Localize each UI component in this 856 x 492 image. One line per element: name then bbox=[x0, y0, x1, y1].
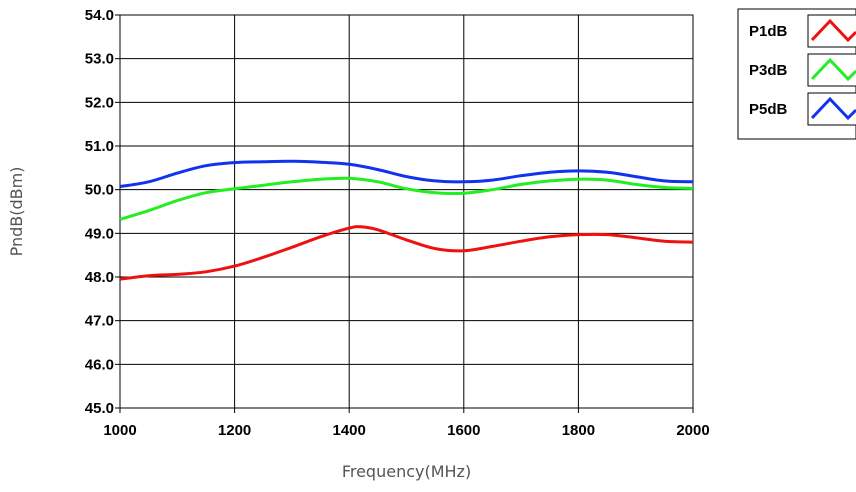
legend-swatch-line bbox=[810, 96, 856, 121]
legend-label: P5dB bbox=[749, 101, 788, 118]
y-tick-label: 52.0 bbox=[85, 94, 114, 111]
legend-swatch-box bbox=[807, 92, 856, 126]
grid-lines bbox=[120, 15, 693, 408]
x-tick-label: 1400 bbox=[333, 422, 366, 439]
legend-swatch-box bbox=[807, 53, 856, 87]
series-line-p3db bbox=[119, 176, 694, 221]
y-tick-label: 51.0 bbox=[85, 138, 114, 155]
series-line-p5db bbox=[119, 159, 694, 189]
x-axis-title: Frequency(MHz) bbox=[342, 462, 471, 481]
axis-ticks: 1000 1200 1400 1600 1800 2000 45.0 46.0 47.0 48.0… bbox=[85, 7, 710, 439]
legend-swatch-box bbox=[807, 14, 856, 48]
x-tick-label: 1600 bbox=[447, 422, 480, 439]
y-tick-label: 54.0 bbox=[85, 7, 114, 24]
y-tick-label: 45.0 bbox=[85, 400, 114, 417]
y-tick-label: 53.0 bbox=[85, 51, 114, 68]
y-tick-label: 48.0 bbox=[85, 269, 114, 286]
y-tick-label: 50.0 bbox=[85, 182, 114, 199]
x-tick-label: 1800 bbox=[562, 422, 595, 439]
y-tick-label: 49.0 bbox=[85, 225, 114, 242]
series-line-p1db bbox=[119, 225, 694, 281]
legend-swatch-line bbox=[810, 18, 856, 43]
legend-swatch-line bbox=[810, 57, 856, 82]
y-axis-title: PndB(dBm) bbox=[7, 167, 26, 257]
x-tick-label: 1000 bbox=[103, 422, 136, 439]
legend-label: P1dB bbox=[749, 23, 788, 40]
plot-area bbox=[119, 14, 694, 409]
x-tick-label: 1200 bbox=[218, 422, 251, 439]
legend: P1dB P3dB P5dB bbox=[737, 8, 856, 140]
series-lines bbox=[119, 159, 694, 281]
y-tick-label: 46.0 bbox=[85, 356, 114, 373]
legend-label: P3dB bbox=[749, 62, 788, 79]
y-tick-label: 47.0 bbox=[85, 313, 114, 330]
x-tick-label: 2000 bbox=[676, 422, 709, 439]
